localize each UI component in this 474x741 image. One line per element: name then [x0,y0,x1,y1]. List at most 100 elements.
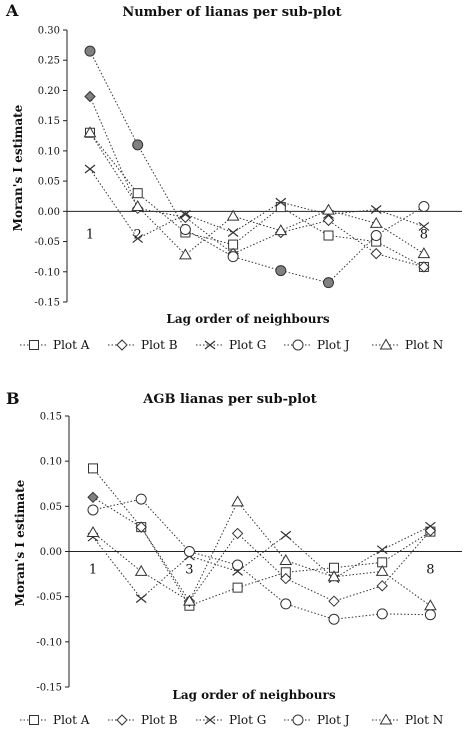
panel-a-point-plot-g [370,205,382,214]
panel-b-point-plot-j [424,609,436,621]
panel-b-title: AGB lianas per sub-plot [142,392,316,407]
panel-a-point-plot-g [418,221,430,231]
panel-b-point-plot-g [425,521,436,531]
panel-a-point-plot-n [417,247,431,259]
panel-b-x-tick-label: 3 [185,563,193,578]
panel-b-point-plot-j [87,504,99,516]
panel-b-legend-label: Plot N [405,713,443,727]
panel-b-legend-marker [292,714,304,726]
panel-b-y-tick-label: 0.05 [40,502,62,513]
panel-b-y-tick-label: -0.05 [36,592,62,603]
panel-b-y-tick-label: 0.15 [40,412,62,423]
panel-b-x-tick-label: 8 [426,563,434,578]
panel-a-legend-item-plot-g: Plot G [196,338,266,352]
panel-b-point-plot-n [327,570,341,582]
panel-a-point-plot-a [132,188,143,199]
panel-a-x-tick-label: 8 [420,227,428,242]
panel-b-legend-label: Plot A [53,713,90,727]
panel-a-y-tick-label: 0.30 [38,26,60,37]
panel-a-line-plot-j [89,50,425,284]
panel-a-legend-label: Plot J [317,338,350,352]
panel-a-point-plot-g [132,234,144,244]
panel-b-point-plot-j [183,546,195,557]
panel-b-point-plot-n [134,564,148,576]
panel-a-legend-item-plot-a: Plot A [20,338,90,352]
panel-b-point-plot-g [376,545,388,555]
panel-a-point-plot-a [323,230,334,241]
panel-b-point-plot-g [280,530,292,540]
panel-a-y-tick-label: 0.10 [38,146,60,157]
panel-b-legend-item-plot-g: Plot G [196,713,266,727]
panel-b-series-plot-n [86,495,437,611]
panel-b-point-plot-b [135,521,147,533]
panel-a-series-plot-n [83,126,431,260]
panel-b-point-plot-b [328,595,340,607]
panel-a-point-plot-n [274,224,288,236]
panel-a-point-plot-n [322,203,335,215]
panel-b-point-plot-n [375,564,389,576]
panel-b-legend-marker [204,715,216,725]
panel-b-legend-item-plot-j: Plot J [284,713,350,727]
panel-a-legend-marker [292,339,304,351]
panel-a-point-plot-j [418,200,430,212]
panel-a-y-tick-label: 0.25 [38,56,60,67]
panel-a-point-plot-g [275,197,287,207]
panel-b-xlabel: Lag order of neighbours [172,688,335,702]
panel-a-legend-label: Plot B [141,338,178,352]
panel-b-legend-label: Plot J [317,713,350,727]
panel-b-point-plot-g [135,594,147,603]
panel-a-y-tick-label: -0.10 [34,267,60,278]
panel-b-legend-item-plot-a: Plot A [20,713,90,727]
panel-b-point-plot-n [424,599,437,611]
panel-b-point-plot-j [328,613,340,625]
panel-a-line-plot-a [89,132,425,268]
panel-a-legend-item-plot-b: Plot B [108,338,178,352]
panel-b-legend-marker [379,713,393,725]
panel-b-line-plot-g [92,525,431,600]
panel-b-legend-item-plot-b: Plot B [108,713,178,727]
panel-a-legend-label: Plot G [229,338,266,352]
panel-b-legend: Plot A Plot B Plot G Plot J Plot N [20,713,443,727]
panel-a-legend: Plot A Plot B Plot G Plot J Plot N [20,338,443,352]
panel-a-legend-marker [204,340,216,350]
panel-a-point-plot-n [226,209,240,221]
panel-a-point-plot-j [84,45,96,57]
panel-a-legend-marker [379,338,393,350]
panel-b-point-plot-n [183,594,196,606]
panel-a-legend-item-plot-n: Plot N [372,338,443,352]
panel-b-plot: -0.15 -0.10 -0.05 0.00 0.05 0.10 0.15 1 3 8 Plot A… [20,412,462,727]
panel-a-x-tick-label: 2 [134,227,142,242]
panel-b-y-tick-label: 0.00 [40,547,62,558]
panel-a-point-plot-n [369,216,383,228]
panel-b-point-plot-j [376,608,388,620]
panel-b-point-plot-j [135,493,147,505]
panel-a-legend-marker [116,339,128,351]
panel-b-point-plot-b [376,580,388,592]
panel-a-x-tick-label: 1 [86,227,94,242]
panel-b-x-tick-label: 1 [89,563,97,578]
panel-a-y-tick-label: 0.20 [38,86,60,97]
panel-b-point-plot-n [279,554,293,566]
panel-b-line-plot-a [92,468,431,607]
panel-b-legend-item-plot-n: Plot N [372,713,443,727]
panel-a-ylabel: Moran's I estimate [11,104,25,231]
panel-b-point-plot-b [280,572,292,585]
panel-a-title: Number of lianas per sub-plot [122,5,341,20]
panel-a-line-plot-b [89,96,425,268]
panel-b-legend-marker [116,714,128,726]
panel-b-legend-label: Plot G [229,713,266,727]
panel-b-y-tick-label: -0.15 [36,683,62,694]
panel-a-point-plot-b [84,90,96,103]
panel-a-y-tick-label: -0.05 [34,237,60,248]
panel-a-y-tick-label: 0.05 [38,177,60,188]
panel-a-point-plot-b [418,261,430,273]
panel-b-series-plot-j [87,493,436,625]
panel-b-ylabel: Moran's I estimate [13,479,27,606]
panel-a-point-plot-g [180,209,191,219]
panel-b-point-plot-a [232,582,243,593]
panel-a-legend-marker [29,340,39,350]
panel-a-point-plot-g [84,164,96,174]
panel-a-xlabel: Lag order of neighbours [166,312,329,326]
panel-b-point-plot-b [231,527,244,540]
